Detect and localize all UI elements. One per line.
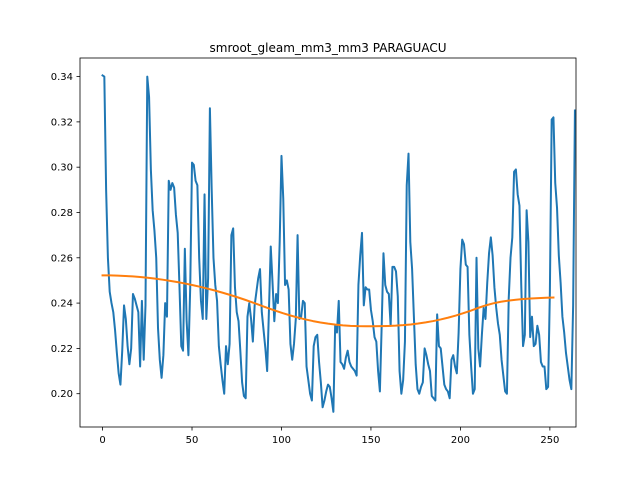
x-tick-label: 100 (272, 435, 291, 446)
y-tick-label: 0.32 (51, 117, 73, 128)
axes: 0 50 100 150 200 250 0.20 0.22 0.24 0.26 0.28 0.30 0… (51, 57, 577, 446)
x-tick-label: 150 (361, 435, 380, 446)
x-tick-label: 250 (540, 435, 559, 446)
trend-line (101, 274, 555, 328)
plot-area (101, 74, 576, 413)
y-tick-label: 0.34 (51, 72, 73, 83)
y-tick-label: 0.22 (51, 344, 73, 355)
x-tick-label: 0 (99, 435, 105, 446)
x-tick-label: 50 (186, 435, 199, 446)
y-tick-label: 0.30 (51, 163, 73, 174)
y-tick-label: 0.24 (51, 299, 73, 310)
chart-title: smroot_gleam_mm3_mm3 PARAGUACU (210, 41, 447, 55)
series-line (101, 74, 576, 413)
y-tick-label: 0.28 (51, 208, 73, 219)
x-tick-label: 200 (451, 435, 470, 446)
y-tick-label: 0.26 (51, 253, 73, 264)
y-tick-label: 0.20 (51, 389, 73, 400)
axes-frame (79, 57, 577, 428)
